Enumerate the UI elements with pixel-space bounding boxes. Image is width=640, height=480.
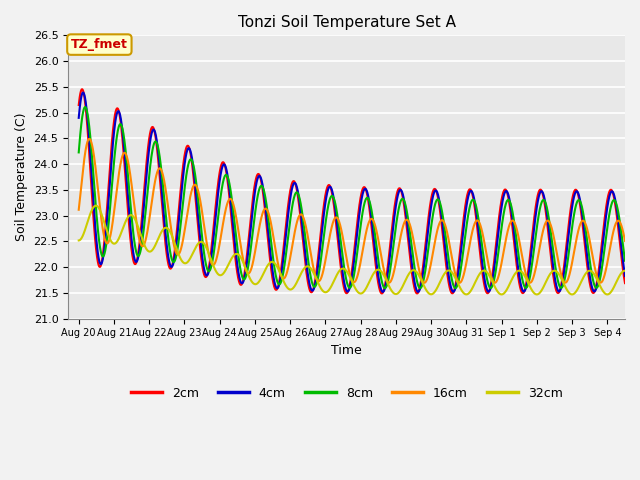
16cm: [621, 238, 629, 244]
8cm: [75, 150, 83, 156]
32cm: [533, 291, 541, 297]
2cm: [75, 102, 83, 108]
2cm: [335, 243, 342, 249]
4cm: [621, 273, 629, 279]
32cm: [605, 291, 612, 297]
16cm: [335, 217, 342, 223]
8cm: [605, 217, 612, 223]
4cm: [79, 90, 87, 96]
32cm: [335, 269, 342, 275]
32cm: [305, 264, 312, 269]
8cm: [305, 259, 312, 265]
16cm: [305, 237, 312, 242]
4cm: [472, 206, 479, 212]
16cm: [420, 280, 428, 286]
X-axis label: Time: Time: [332, 344, 362, 357]
8cm: [416, 285, 424, 291]
2cm: [378, 290, 386, 296]
16cm: [85, 136, 93, 142]
8cm: [309, 282, 317, 288]
4cm: [605, 198, 612, 204]
16cm: [577, 219, 585, 225]
16cm: [472, 218, 479, 224]
16cm: [605, 254, 612, 260]
32cm: [472, 278, 479, 284]
32cm: [577, 279, 585, 285]
4cm: [305, 275, 312, 280]
Line: 16cm: 16cm: [79, 139, 625, 283]
Line: 2cm: 2cm: [79, 89, 625, 293]
Line: 4cm: 4cm: [79, 93, 625, 292]
4cm: [335, 233, 342, 239]
8cm: [577, 202, 585, 207]
4cm: [75, 115, 83, 121]
32cm: [92, 203, 100, 208]
Line: 8cm: 8cm: [79, 107, 625, 288]
Line: 32cm: 32cm: [79, 205, 625, 294]
8cm: [621, 258, 629, 264]
2cm: [305, 282, 312, 288]
4cm: [309, 288, 317, 293]
2cm: [309, 288, 317, 294]
2cm: [577, 211, 585, 216]
2cm: [78, 86, 86, 92]
8cm: [335, 220, 342, 226]
Y-axis label: Soil Temperature (C): Soil Temperature (C): [15, 113, 28, 241]
Legend: 2cm, 4cm, 8cm, 16cm, 32cm: 2cm, 4cm, 8cm, 16cm, 32cm: [125, 382, 568, 405]
2cm: [472, 213, 479, 218]
16cm: [75, 207, 83, 213]
Text: TZ_fmet: TZ_fmet: [71, 38, 128, 51]
8cm: [81, 104, 89, 110]
4cm: [577, 204, 585, 210]
8cm: [472, 202, 479, 208]
2cm: [605, 192, 612, 197]
32cm: [75, 238, 83, 243]
16cm: [309, 262, 317, 267]
32cm: [309, 268, 317, 274]
4cm: [379, 289, 387, 295]
Title: Tonzi Soil Temperature Set A: Tonzi Soil Temperature Set A: [237, 15, 456, 30]
32cm: [621, 268, 629, 274]
2cm: [621, 280, 629, 286]
